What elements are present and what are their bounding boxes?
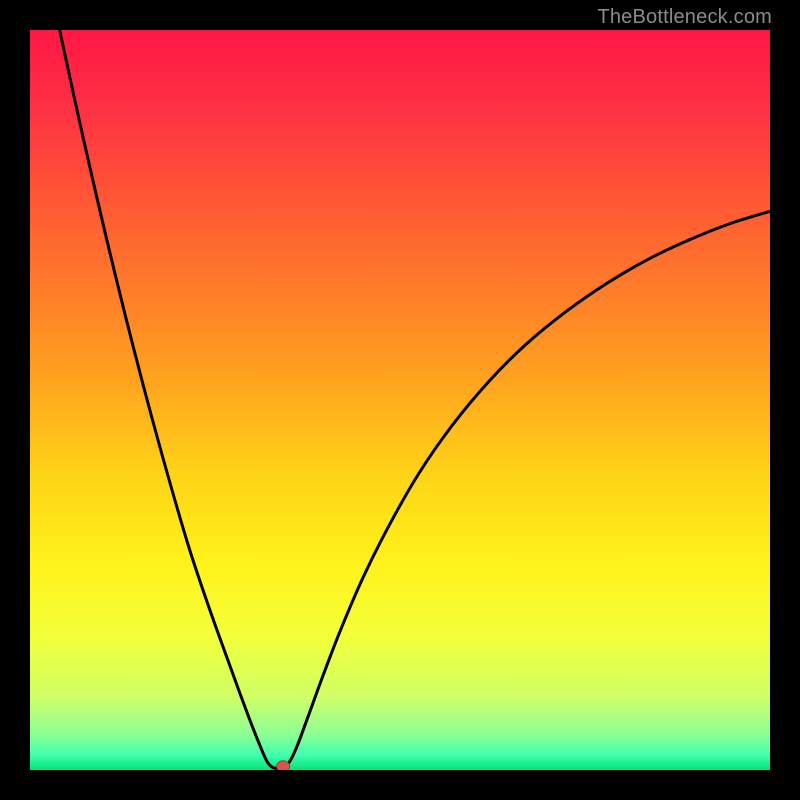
curve-path — [60, 30, 770, 769]
plot-area — [30, 30, 770, 770]
watermark-label: TheBottleneck.com — [597, 6, 772, 29]
bottleneck-curve — [30, 30, 770, 770]
min-marker-icon — [277, 761, 290, 770]
